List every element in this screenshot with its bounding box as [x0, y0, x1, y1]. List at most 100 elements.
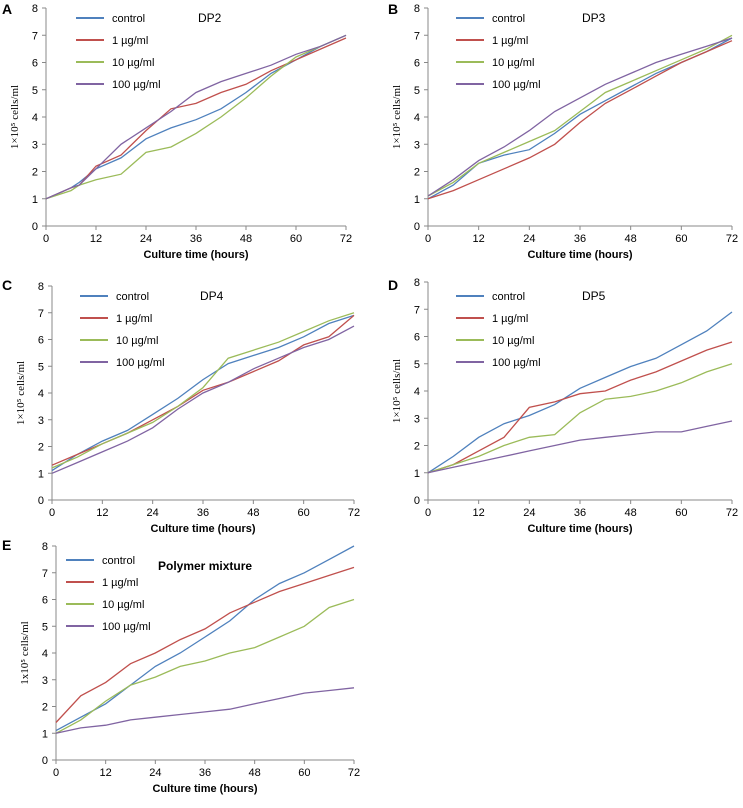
x-tick-label: 0	[53, 767, 59, 779]
x-tick-label: 0	[49, 507, 55, 519]
y-tick-label: 8	[414, 277, 420, 289]
y-tick-label: 6	[414, 58, 420, 70]
y-tick-label: 1	[32, 194, 38, 206]
x-tick-label: 36	[190, 233, 202, 245]
series-line-control	[51, 314, 355, 472]
legend-label: 10 µg/ml	[116, 335, 158, 347]
series-line-10-g-ml	[45, 34, 347, 200]
legend-label: 100 µg/ml	[492, 79, 541, 91]
x-tick-label: 24	[149, 767, 161, 779]
legend-label: control	[116, 291, 149, 303]
y-tick-label: 0	[414, 221, 420, 233]
y-tick-label: 0	[414, 495, 420, 507]
x-tick-label: 12	[473, 233, 485, 245]
x-tick-label: 72	[348, 767, 360, 779]
y-axis-title: 1×10⁵ cells/ml	[15, 361, 27, 425]
y-tick-label: 0	[42, 755, 48, 767]
legend-label: control	[492, 13, 525, 25]
x-tick-label: 12	[473, 507, 485, 519]
legend-label: 100 µg/ml	[112, 79, 161, 91]
series-line-100-g-ml	[427, 37, 733, 197]
y-tick-label: 1	[42, 728, 48, 740]
x-tick-label: 36	[197, 507, 209, 519]
legend-label: 1 µg/ml	[492, 313, 528, 325]
series-line-10-g-ml	[51, 312, 355, 469]
y-tick-label: 2	[32, 167, 38, 179]
x-axis-title: Culture time (hours)	[152, 783, 257, 795]
y-tick-label: 6	[414, 332, 420, 344]
x-tick-label: 48	[249, 767, 261, 779]
y-tick-label: 2	[42, 702, 48, 714]
chart-title: Polymer mixture	[158, 559, 252, 573]
y-tick-label: 1	[414, 194, 420, 206]
series-line-control	[55, 545, 355, 732]
y-tick-label: 7	[32, 30, 38, 42]
x-tick-label: 48	[240, 233, 252, 245]
legend-label: 1 µg/ml	[492, 35, 528, 47]
x-axis-title: Culture time (hours)	[150, 523, 255, 535]
x-tick-label: 24	[140, 233, 152, 245]
y-axis-title: 1×10⁵ cells/ml	[391, 85, 403, 149]
x-tick-label: 48	[625, 507, 637, 519]
series-line-1-g-ml	[427, 341, 733, 474]
x-tick-label: 60	[675, 233, 687, 245]
y-tick-label: 6	[32, 58, 38, 70]
legend-label: 10 µg/ml	[492, 335, 534, 347]
y-tick-label: 5	[32, 85, 38, 97]
legend-label: 10 µg/ml	[112, 57, 154, 69]
x-tick-label: 24	[147, 507, 159, 519]
x-tick-label: 36	[574, 507, 586, 519]
series-line-1-g-ml	[427, 40, 733, 200]
y-tick-label: 7	[414, 304, 420, 316]
y-tick-label: 2	[414, 441, 420, 453]
y-tick-label: 4	[414, 386, 420, 398]
x-tick-label: 0	[425, 233, 431, 245]
x-tick-label: 24	[523, 507, 535, 519]
x-tick-label: 12	[96, 507, 108, 519]
x-tick-label: 24	[523, 233, 535, 245]
legend-label: 100 µg/ml	[116, 357, 165, 369]
x-tick-label: 36	[199, 767, 211, 779]
series-line-1-g-ml	[55, 566, 355, 723]
x-axis-title: Culture time (hours)	[527, 249, 632, 261]
series-line-control	[427, 311, 733, 474]
x-tick-label: 60	[675, 507, 687, 519]
y-tick-label: 7	[414, 30, 420, 42]
chart-title: DP2	[198, 11, 222, 25]
legend-label: 100 µg/ml	[492, 357, 541, 369]
x-axis-title: Culture time (hours)	[143, 249, 248, 261]
legend-label: control	[492, 291, 525, 303]
legend-label: 1 µg/ml	[112, 35, 148, 47]
x-tick-label: 48	[247, 507, 259, 519]
y-tick-label: 8	[42, 541, 48, 553]
panel-letter: D	[388, 277, 398, 293]
series-line-10-g-ml	[55, 598, 355, 734]
y-tick-label: 6	[42, 595, 48, 607]
legend-label: control	[102, 555, 135, 567]
legend-label: 1 µg/ml	[116, 313, 152, 325]
x-tick-label: 36	[574, 233, 586, 245]
y-tick-label: 2	[38, 442, 44, 454]
y-tick-label: 5	[42, 621, 48, 633]
legend-label: 1 µg/ml	[102, 577, 138, 589]
y-tick-label: 3	[42, 675, 48, 687]
x-tick-label: 72	[340, 233, 352, 245]
y-tick-label: 0	[32, 221, 38, 233]
y-tick-label: 8	[32, 3, 38, 15]
y-axis-title: 1×10⁵ cells/ml	[9, 85, 21, 149]
y-tick-label: 3	[32, 139, 38, 151]
x-tick-label: 12	[100, 767, 112, 779]
y-tick-label: 4	[414, 112, 420, 124]
x-tick-label: 72	[726, 507, 738, 519]
legend-label: control	[112, 13, 145, 25]
legend-label: 10 µg/ml	[102, 599, 144, 611]
y-tick-label: 2	[414, 167, 420, 179]
x-tick-label: 60	[298, 767, 310, 779]
x-tick-label: 48	[625, 233, 637, 245]
y-tick-label: 5	[414, 85, 420, 97]
series-line-100-g-ml	[45, 34, 347, 200]
